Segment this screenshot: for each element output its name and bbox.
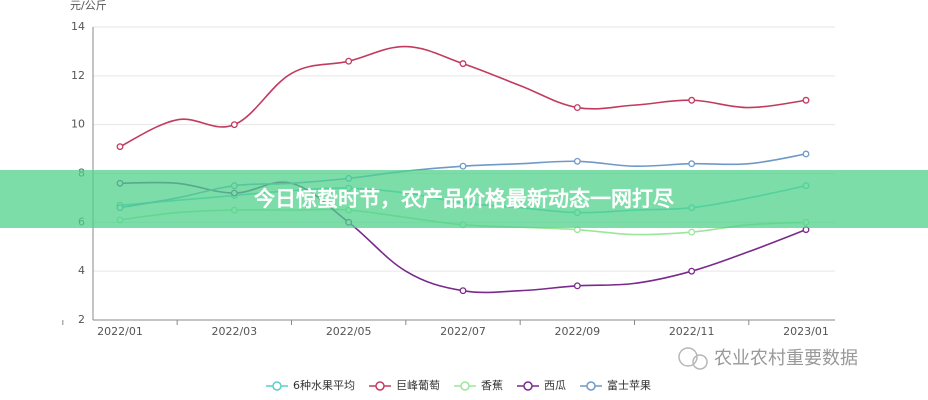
y-tick-label: 4 xyxy=(78,264,85,277)
x-tick-label: 2022/07 xyxy=(440,325,486,338)
y-tick-label: 10 xyxy=(71,118,85,131)
banner-band xyxy=(0,170,928,228)
x-tick-label: 2022/11 xyxy=(669,325,715,338)
data-point xyxy=(459,287,467,295)
data-point xyxy=(688,160,696,168)
data-point xyxy=(802,150,810,158)
y-tick-label: 12 xyxy=(71,69,85,82)
x-tick-label: 2022/09 xyxy=(554,325,600,338)
y-tick-label: 2 xyxy=(78,313,85,326)
legend-marker xyxy=(272,381,282,391)
legend-marker xyxy=(586,381,596,391)
legend: 6种水果平均 巨峰葡萄 香蕉 西瓜 富士苹果 xyxy=(266,378,651,392)
data-point xyxy=(459,60,467,68)
data-point xyxy=(345,57,353,65)
data-point xyxy=(573,104,581,112)
legend-label: 富士苹果 xyxy=(607,378,651,392)
data-point xyxy=(688,96,696,104)
data-point xyxy=(802,96,810,104)
y-tick-label: 14 xyxy=(71,20,85,33)
banner-text: 今日惊蛰时节，农产品价格最新动态一网打尽 xyxy=(254,187,675,211)
data-point xyxy=(573,157,581,165)
legend-marker xyxy=(523,381,533,391)
x-tick-label: 2022/05 xyxy=(326,325,372,338)
legend-marker xyxy=(460,381,470,391)
data-point xyxy=(230,121,238,129)
data-point xyxy=(688,267,696,275)
legend-label: 6种水果平均 xyxy=(293,378,355,392)
data-point xyxy=(116,143,124,151)
x-tick-label: 2022/01 xyxy=(97,325,143,338)
legend-marker xyxy=(375,381,385,391)
data-point xyxy=(573,282,581,290)
watermark-icon xyxy=(678,347,708,370)
legend-label: 香蕉 xyxy=(481,379,503,392)
data-point xyxy=(688,228,696,236)
x-tick-label: 2023/01 xyxy=(783,325,829,338)
legend-label: 巨峰葡萄 xyxy=(396,379,440,392)
y-axis-label: 元/公斤 xyxy=(70,0,107,12)
watermark: 农业农村重要数据 xyxy=(714,348,858,369)
legend-label: 西瓜 xyxy=(544,379,566,392)
data-point xyxy=(459,162,467,170)
x-tick-label: 2022/03 xyxy=(211,325,257,338)
